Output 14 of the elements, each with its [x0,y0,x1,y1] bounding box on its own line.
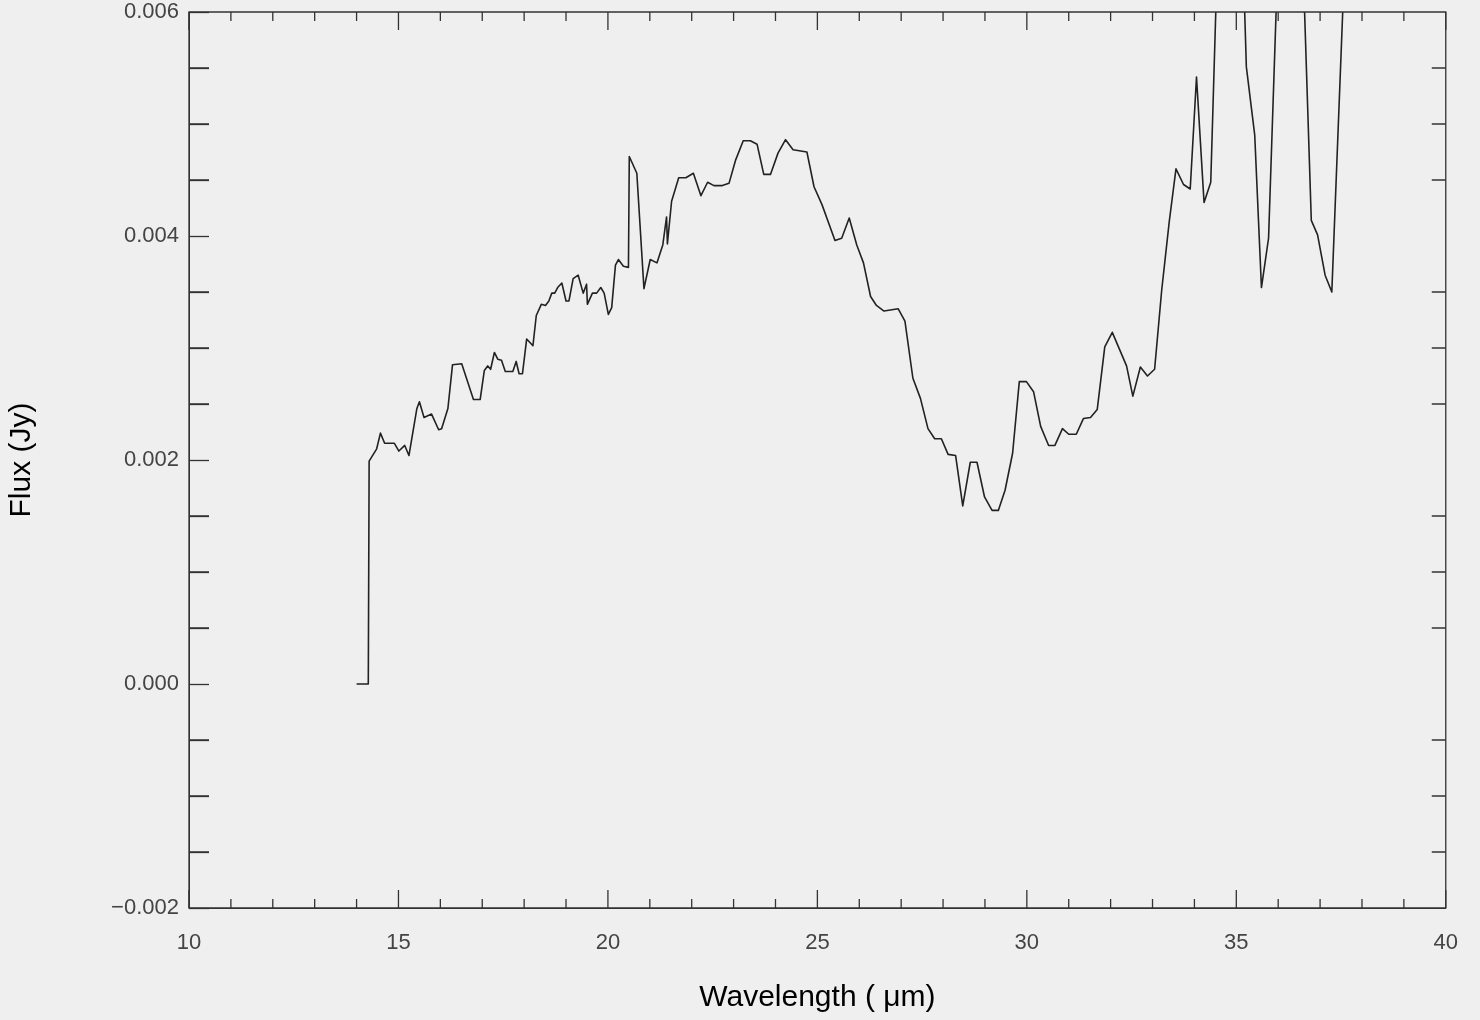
x-tick-label: 40 [1433,929,1459,955]
x-axis-title: Wavelength ( μm) [699,979,936,1013]
y-tick-label: 0.000 [123,670,179,696]
x-tick-label: 35 [1224,929,1249,955]
x-tick-label: 30 [1014,929,1040,955]
x-tick-label: 10 [176,929,202,955]
y-axis-title: Flux (Jy) [3,402,37,518]
y-tick-label: 0.004 [123,222,179,248]
y-tick-label: 0.006 [123,0,179,24]
x-tick-label: 25 [805,929,830,955]
y-tick-label: 0.002 [123,446,179,472]
x-tick-label: 20 [595,929,621,955]
x-tick-label: 15 [386,929,411,955]
y-tick-label: −0.002 [111,894,179,920]
